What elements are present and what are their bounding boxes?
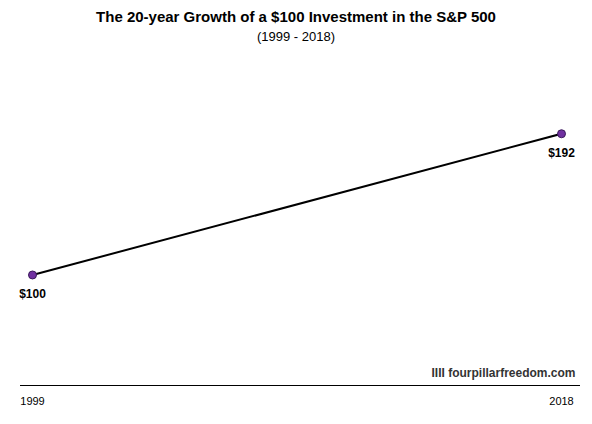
- svg-text:1999: 1999: [20, 395, 44, 407]
- html-text:(1999 - 2018): (1999 - 2018): [257, 29, 335, 44]
- svg-text:2018: 2018: [549, 395, 573, 407]
- svg-text:IIII fourpillarfreedom.com: IIII fourpillarfreedom.com: [431, 366, 575, 380]
- html-text:The 20-year Growth of a $100 I: The 20-year Growth of a $100 Investment …: [96, 8, 496, 25]
- svg-text:$192: $192: [548, 146, 575, 160]
- svg-text:$100: $100: [19, 287, 46, 301]
